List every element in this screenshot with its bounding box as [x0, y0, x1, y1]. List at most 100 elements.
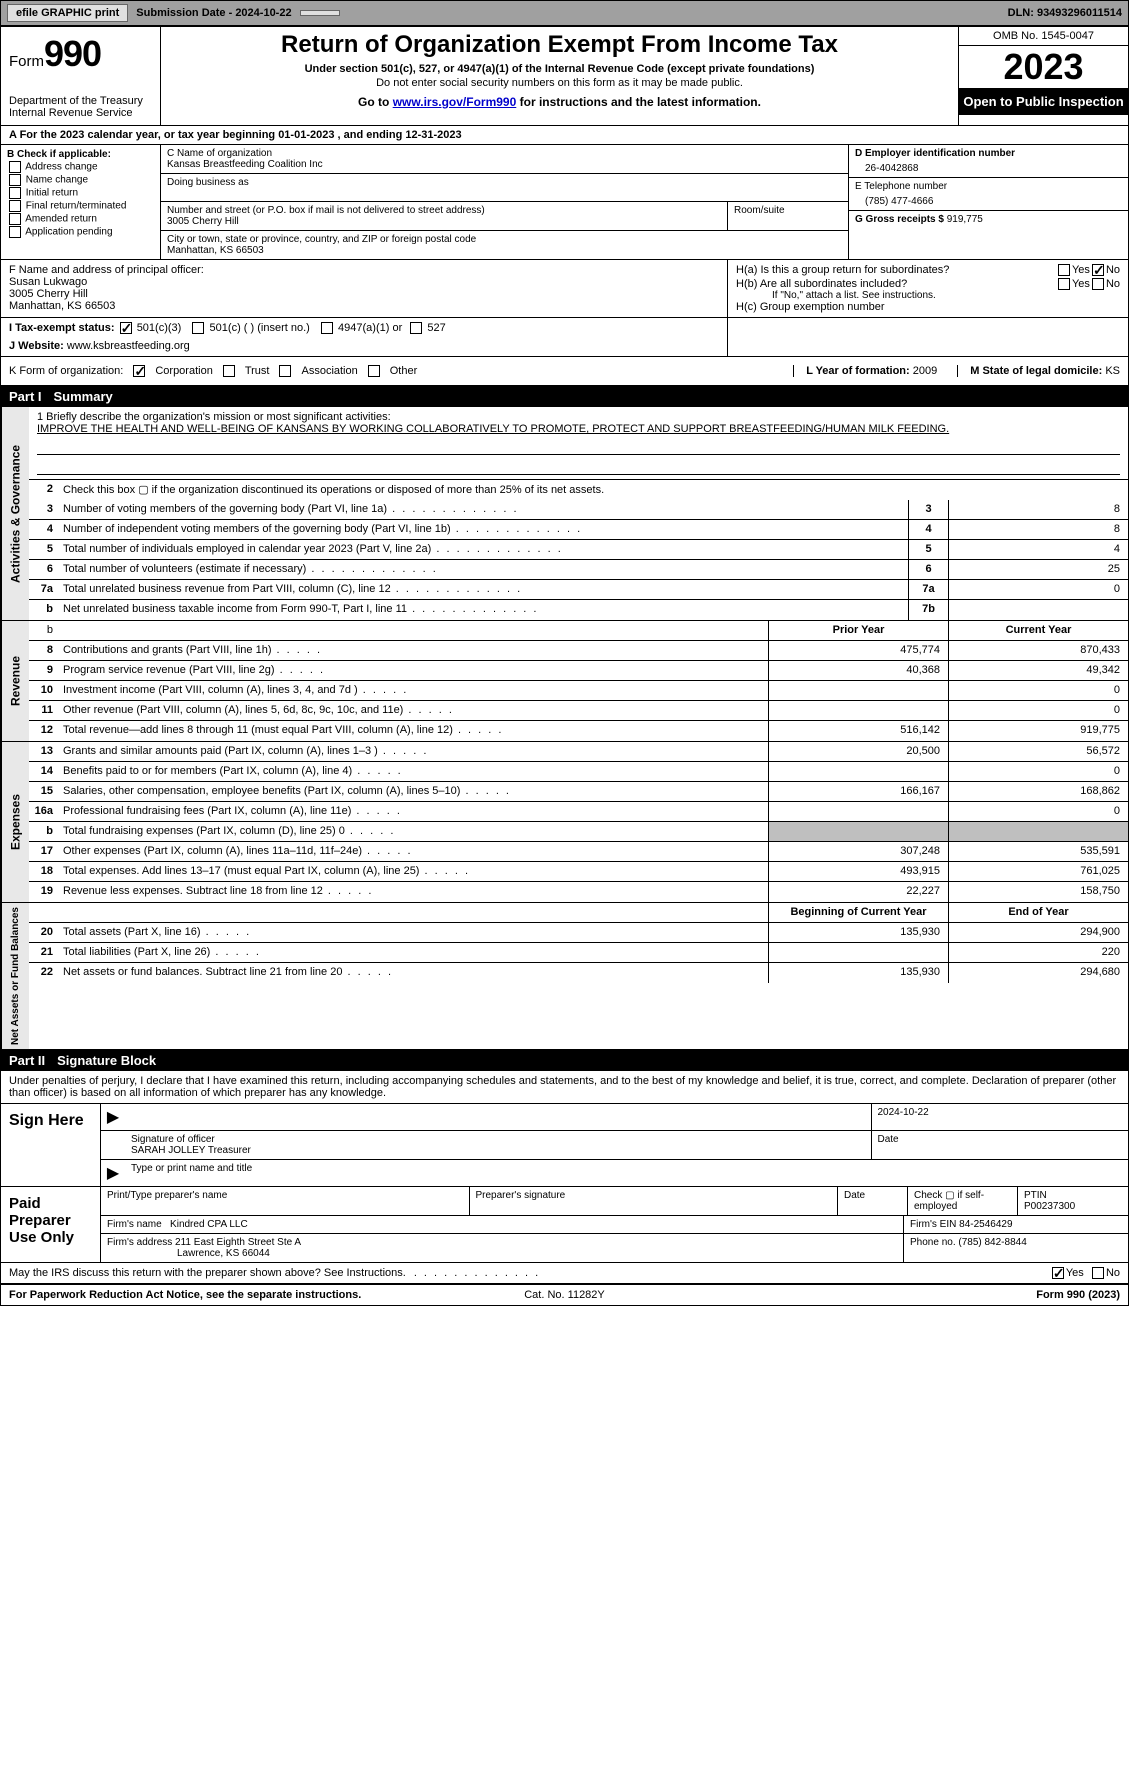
gross-receipts-cell: G Gross receipts $ 919,775 — [849, 211, 1128, 228]
box-f: F Name and address of principal officer:… — [1, 260, 728, 317]
blank-label — [57, 903, 768, 922]
prior-value: 135,930 — [768, 923, 948, 942]
line-num: 8 — [29, 641, 57, 660]
prep-sig-label: Preparer's signature — [476, 1190, 832, 1201]
initial-return-checkbox[interactable]: Initial return — [7, 187, 154, 199]
line-label: Total revenue—add lines 8 through 11 (mu… — [57, 721, 768, 741]
discuss-no-checkbox[interactable] — [1092, 1267, 1104, 1279]
other-checkbox[interactable] — [368, 365, 380, 377]
amended-return-checkbox[interactable]: Amended return — [7, 213, 154, 225]
firm-addr-label: Firm's address — [107, 1237, 175, 1248]
527-checkbox[interactable] — [410, 322, 422, 334]
line-num: 7a — [29, 580, 57, 599]
line-num: 10 — [29, 681, 57, 700]
line-num: 11 — [29, 701, 57, 720]
assoc-checkbox[interactable] — [279, 365, 291, 377]
application-pending-checkbox[interactable]: Application pending — [7, 226, 154, 238]
submission-date: Submission Date - 2024-10-22 — [136, 7, 291, 19]
current-year-header: Current Year — [948, 621, 1128, 640]
4947-label: 4947(a)(1) or — [338, 322, 402, 334]
prior-value: 166,167 — [768, 782, 948, 801]
line-value: 4 — [948, 540, 1128, 559]
corp-checkbox[interactable] — [133, 365, 145, 377]
yes-label: Yes — [1072, 264, 1090, 276]
current-value: 0 — [948, 802, 1128, 821]
officer-name: Susan Lukwago — [9, 276, 719, 288]
domicile-label: M State of legal domicile: — [970, 365, 1105, 377]
discuss-label: May the IRS discuss this return with the… — [9, 1267, 406, 1279]
line-label: Other revenue (Part VIII, column (A), li… — [57, 701, 768, 720]
expenses-tab: Expenses — [1, 742, 29, 902]
netassets-tab: Net Assets or Fund Balances — [1, 903, 29, 1049]
city-state-zip: Manhattan, KS 66503 — [167, 245, 842, 256]
sign-here-label: Sign Here — [1, 1104, 101, 1186]
name-change-checkbox[interactable]: Name change — [7, 174, 154, 186]
self-employed-label: Check ▢ if self-employed — [914, 1190, 1011, 1212]
box-c: C Name of organization Kansas Breastfeed… — [161, 145, 848, 259]
blank-button[interactable] — [300, 10, 340, 16]
page-footer: For Paperwork Reduction Act Notice, see … — [1, 1284, 1128, 1305]
line-label: Total number of individuals employed in … — [57, 540, 908, 559]
line-num: 12 — [29, 721, 57, 741]
end-year-header: End of Year — [948, 903, 1128, 922]
irs-link[interactable]: www.irs.gov/Form990 — [393, 95, 517, 109]
officer-label: F Name and address of principal officer: — [9, 264, 719, 276]
mission-blank-line2 — [37, 459, 1120, 475]
prior-value: 516,142 — [768, 721, 948, 741]
no-label3: No — [1106, 1267, 1120, 1279]
ha-no-checkbox[interactable] — [1092, 264, 1104, 276]
current-value: 56,572 — [948, 742, 1128, 761]
line-label: Program service revenue (Part VIII, line… — [57, 661, 768, 680]
box-ij: I Tax-exempt status: 501(c)(3) 501(c) ( … — [1, 318, 728, 356]
hb-yes-checkbox[interactable] — [1058, 278, 1070, 290]
501c-label: 501(c) ( ) (insert no.) — [210, 322, 310, 334]
yes-label2: Yes — [1072, 278, 1090, 290]
firm-addr1: 211 East Eighth Street Ste A — [175, 1237, 301, 1248]
prior-value: 20,500 — [768, 742, 948, 761]
discuss-yes-checkbox[interactable] — [1052, 1267, 1064, 1279]
omb-number: OMB No. 1545-0047 — [959, 27, 1128, 46]
ha-label: H(a) Is this a group return for subordin… — [736, 264, 1056, 276]
efile-print-button[interactable]: efile GRAPHIC print — [7, 4, 128, 22]
501c3-checkbox[interactable] — [120, 322, 132, 334]
phone-value: (785) 477-4666 — [855, 192, 1122, 207]
line-label: Total number of volunteers (estimate if … — [57, 560, 908, 579]
trust-checkbox[interactable] — [223, 365, 235, 377]
city-cell: City or town, state or province, country… — [161, 231, 848, 259]
line-label: Total fundraising expenses (Part IX, col… — [57, 822, 768, 841]
hb-note: If "No," attach a list. See instructions… — [736, 290, 1120, 301]
4947-checkbox[interactable] — [321, 322, 333, 334]
ptin-value: P00237300 — [1024, 1201, 1122, 1212]
officer-sig-label: Signature of officer — [131, 1134, 865, 1145]
prior-value: 493,915 — [768, 862, 948, 881]
domicile-value: KS — [1105, 365, 1120, 377]
paperwork-notice: For Paperwork Reduction Act Notice, see … — [9, 1289, 361, 1301]
no-label: No — [1106, 264, 1120, 276]
prep-date-label: Date — [844, 1190, 901, 1201]
line-label: Grants and similar amounts paid (Part IX… — [57, 742, 768, 761]
current-value: 535,591 — [948, 842, 1128, 861]
prior-value — [768, 802, 948, 821]
final-return-checkbox[interactable]: Final return/terminated — [7, 200, 154, 212]
discuss-row: May the IRS discuss this return with the… — [1, 1263, 1128, 1284]
line-num: 6 — [29, 560, 57, 579]
line-box: 3 — [908, 500, 948, 519]
form-container: Form990 Department of the Treasury Inter… — [0, 26, 1129, 1306]
part2-num: Part II — [9, 1053, 45, 1068]
gov-row: 2 Check this box ▢ if the organization d… — [29, 480, 1128, 500]
hb-no-checkbox[interactable] — [1092, 278, 1104, 290]
trust-label: Trust — [245, 365, 270, 377]
data-row: 22 Net assets or fund balances. Subtract… — [29, 963, 1128, 983]
address-change-checkbox[interactable]: Address change — [7, 161, 154, 173]
ha-yes-checkbox[interactable] — [1058, 264, 1070, 276]
firm-phone: (785) 842-8844 — [958, 1237, 1026, 1248]
line-label: Total assets (Part X, line 16) — [57, 923, 768, 942]
signature-block: Under penalties of perjury, I declare th… — [1, 1071, 1128, 1284]
header-right: OMB No. 1545-0047 2023 Open to Public In… — [958, 27, 1128, 125]
line-num: 18 — [29, 862, 57, 881]
street-label: Number and street (or P.O. box if mail i… — [167, 205, 721, 216]
expenses-section: Expenses 13 Grants and similar amounts p… — [1, 742, 1128, 903]
form-number: Form990 — [9, 33, 152, 75]
501c-checkbox[interactable] — [192, 322, 204, 334]
line-num: 17 — [29, 842, 57, 861]
